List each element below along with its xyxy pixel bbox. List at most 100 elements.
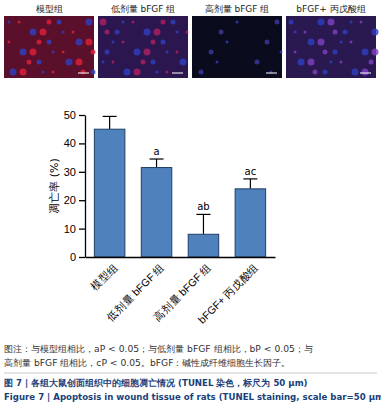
y-tick-mark [79, 143, 85, 144]
error-cap [196, 214, 210, 215]
significance-label: a [153, 146, 159, 157]
y-tick: 20 [64, 194, 85, 206]
y-tick-mark [79, 172, 85, 173]
panel-cell [62, 31, 65, 34]
panel-cell [328, 19, 335, 26]
panel-cell [27, 60, 32, 65]
panel-cell [350, 21, 353, 24]
panel-texture [289, 19, 379, 76]
panel-image [4, 16, 94, 78]
y-tick: 0 [70, 251, 85, 263]
y-axis: 01020304050 [64, 109, 86, 263]
panel-cell [100, 19, 107, 26]
panel-cell [265, 40, 270, 45]
panel-cell [18, 21, 21, 24]
error-bar [156, 159, 157, 168]
panel-cell [166, 71, 169, 74]
panel-cell [134, 69, 141, 76]
error-cap [150, 158, 164, 159]
panel-cell [8, 41, 11, 44]
panel-image [98, 16, 188, 78]
caption-line: 图 7 | 各组大鼠创面组织中的细胞凋亡情况 (TUNEL 染色，标尺为 50 … [4, 378, 308, 388]
panel-cell [72, 31, 75, 34]
y-tick: 10 [64, 223, 85, 235]
panel-cell [20, 49, 27, 56]
panel-cell [161, 20, 166, 25]
panel-cell [255, 60, 260, 65]
panel-cell [122, 41, 125, 44]
panel-cell [141, 60, 146, 65]
y-tick-mark [79, 228, 85, 229]
y-tick-label: 10 [64, 223, 76, 235]
panel-cell [154, 29, 161, 36]
panel-cell [91, 70, 96, 75]
panel-cell [66, 59, 73, 66]
panel-cell [340, 61, 343, 64]
panel-cell [134, 49, 141, 56]
panel-cell [10, 69, 17, 76]
panel-cell [105, 50, 110, 55]
panel-cell [323, 50, 328, 55]
figure: 模型组低剂量 bFGF 组高剂量 bFGF 组bFGF+ 丙戊酸组aabac01… [0, 0, 381, 411]
panel-texture [100, 19, 189, 76]
panel-cell [333, 30, 338, 35]
panel-cell [294, 31, 297, 34]
scale-bar [78, 73, 89, 74]
panel-image [192, 16, 282, 78]
panel-label: 低剂量 bFGF 组 [111, 4, 176, 14]
panel-cell [151, 40, 156, 45]
panel-cell [52, 71, 55, 74]
scale-bar [172, 73, 183, 74]
panel-cell [76, 59, 83, 66]
panel-cell [186, 31, 189, 34]
caption-line: Figure 7 | Apoptosis in wound tissue of … [4, 392, 381, 402]
panel-cell [176, 31, 179, 34]
panel-cell [330, 61, 333, 64]
significance-label: ab [197, 201, 209, 212]
panel-label: bFGF+ 丙戊酸组 [296, 4, 365, 14]
panel-cell [219, 30, 224, 35]
panel-cell [171, 20, 176, 25]
panel-cell [304, 31, 307, 34]
panel-cell [112, 41, 115, 44]
bar [94, 129, 124, 257]
panel-cell [57, 20, 62, 25]
panel-cell [81, 70, 86, 75]
panel-cell [318, 39, 325, 46]
error-bar [109, 116, 110, 129]
panel-cell [132, 21, 135, 24]
y-axis-title: 凋亡率 (%) [48, 158, 61, 214]
panel-cell [161, 40, 166, 45]
error-bar [203, 214, 204, 234]
y-tick-label: 30 [64, 166, 76, 178]
panel-cell [105, 30, 110, 35]
panel-cell [62, 51, 65, 54]
error-bar [250, 179, 251, 189]
panel-cell [52, 51, 55, 54]
bar [235, 189, 265, 257]
bar [141, 168, 171, 257]
caption-line: 图注：与模型组相比，aP < 0.05；与低剂量 bFGF 组相比，bP < 0… [4, 343, 313, 354]
panel-cell [30, 49, 37, 56]
panel-cell [209, 50, 214, 55]
panel-cell [180, 59, 187, 66]
panel-cell [144, 29, 151, 36]
panel-cell [226, 41, 229, 44]
error-cap [243, 178, 257, 179]
panel-cell [343, 30, 348, 35]
error-cap [103, 116, 117, 117]
panel-cell [156, 71, 159, 74]
panel-cell [298, 59, 305, 66]
panel-cell [37, 40, 42, 45]
panel-cell [115, 30, 120, 35]
panel-cell [20, 69, 27, 76]
y-tick: 40 [64, 137, 85, 149]
panel-cell [144, 49, 151, 56]
panel-cell [40, 29, 47, 36]
panel-cell [313, 70, 318, 75]
panel-cell [360, 21, 363, 24]
panel-label: 模型组 [36, 4, 63, 14]
panel-cell [124, 69, 131, 76]
panel-cell [350, 41, 353, 44]
panel-cell [166, 51, 169, 54]
